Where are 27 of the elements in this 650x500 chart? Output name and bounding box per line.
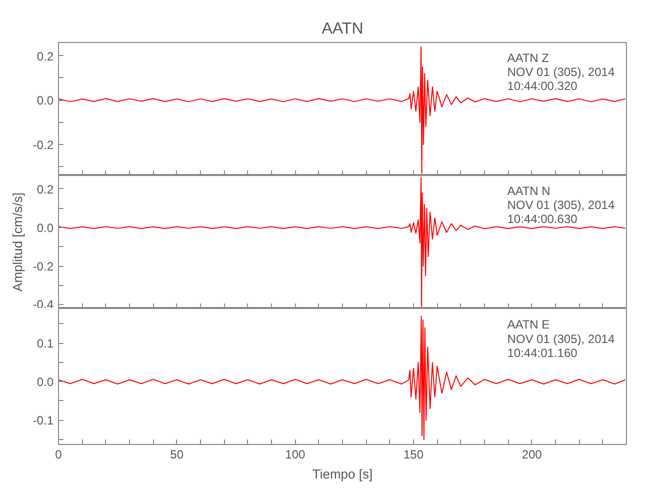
x-axis-title: Tiempo [s]: [312, 466, 373, 482]
y-tick-label: 0.1: [36, 336, 54, 351]
x-tick-label: 150: [403, 448, 424, 462]
x-tick-label: 200: [522, 448, 542, 462]
y-tick-label: 0.0: [36, 94, 54, 108]
annotation: NOV 01 (305), 2014: [507, 332, 615, 346]
y-tick-label: 0.2: [36, 49, 54, 64]
y-tick-label: -0.2: [32, 260, 54, 274]
annotation: AATN N: [507, 184, 550, 198]
annotation: NOV 01 (305), 2014: [507, 65, 615, 80]
annotation: AATN Z: [507, 51, 549, 66]
chart-title: AATN: [322, 20, 364, 38]
annotation: 10:44:01.160: [507, 346, 578, 360]
x-tick-label: 0: [55, 448, 62, 462]
annotation: NOV 01 (305), 2014: [507, 198, 615, 212]
y-tick-label: 0.0: [36, 221, 54, 236]
annotation: AATN E: [507, 318, 550, 332]
y-axis-title: Amplitud [cm/s/s]: [10, 192, 25, 292]
y-tick-label: 0.0: [36, 375, 54, 390]
x-tick-label: 50: [170, 448, 184, 462]
y-tick-label: -0.2: [32, 138, 54, 152]
y-tick-label: 0.2: [36, 182, 54, 196]
annotation: 10:44:00.320: [507, 79, 578, 94]
line-series: [58, 316, 626, 440]
x-tick-label: 100: [285, 448, 306, 462]
annotation: 10:44:00.630: [507, 212, 578, 226]
y-tick-label: -0.1: [32, 414, 54, 428]
